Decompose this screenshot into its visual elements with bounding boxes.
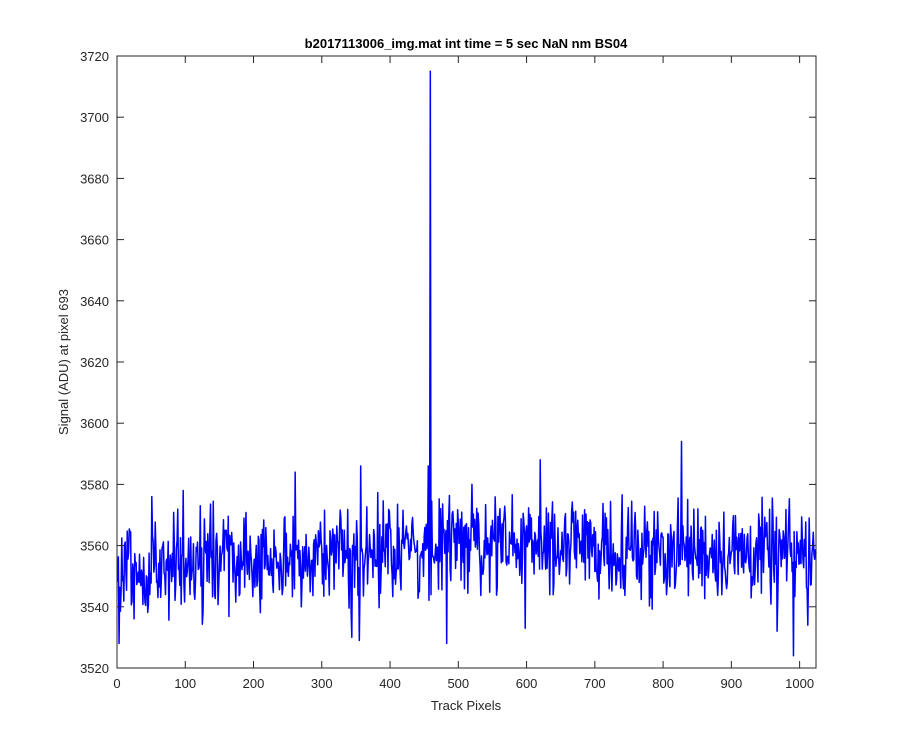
y-tick-label: 3700	[80, 110, 109, 125]
signal-line	[116, 70, 817, 657]
x-tick-label: 600	[516, 676, 538, 691]
y-tick-label: 3560	[80, 539, 109, 554]
x-tick-label: 100	[174, 676, 196, 691]
y-axis: 3520 3540 3560 3580 3600 3620 3640 3660 3680 3700…	[80, 49, 816, 676]
y-tick-label: 3540	[80, 600, 109, 615]
y-tick-label: 3680	[80, 171, 109, 186]
y-axis-label: Signal (ADU) at pixel 693	[56, 289, 71, 435]
series-layer	[116, 70, 817, 657]
plot-area	[117, 56, 816, 668]
x-tick-label: 0	[113, 676, 120, 691]
y-tick-label: 3600	[80, 416, 109, 431]
y-tick-label: 3520	[80, 661, 109, 676]
x-tick-label: 200	[243, 676, 265, 691]
y-tick-label: 3580	[80, 477, 109, 492]
y-tick-label: 3640	[80, 294, 109, 309]
x-tick-label: 1000	[785, 676, 814, 691]
chart-title: b2017113006_img.mat int time = 5 sec NaN…	[305, 36, 628, 51]
y-tick-label: 3660	[80, 233, 109, 248]
x-tick-label: 800	[652, 676, 674, 691]
y-tick-label: 3620	[80, 355, 109, 370]
x-axis: 0 100 200 300 400 500 600 700 800 900 1000	[113, 56, 814, 691]
y-tick-label: 3720	[80, 49, 109, 64]
x-axis-label: Track Pixels	[431, 698, 502, 713]
x-tick-label: 500	[447, 676, 469, 691]
x-tick-label: 700	[584, 676, 606, 691]
x-tick-label: 900	[721, 676, 743, 691]
x-tick-label: 300	[311, 676, 333, 691]
x-tick-label: 400	[379, 676, 401, 691]
